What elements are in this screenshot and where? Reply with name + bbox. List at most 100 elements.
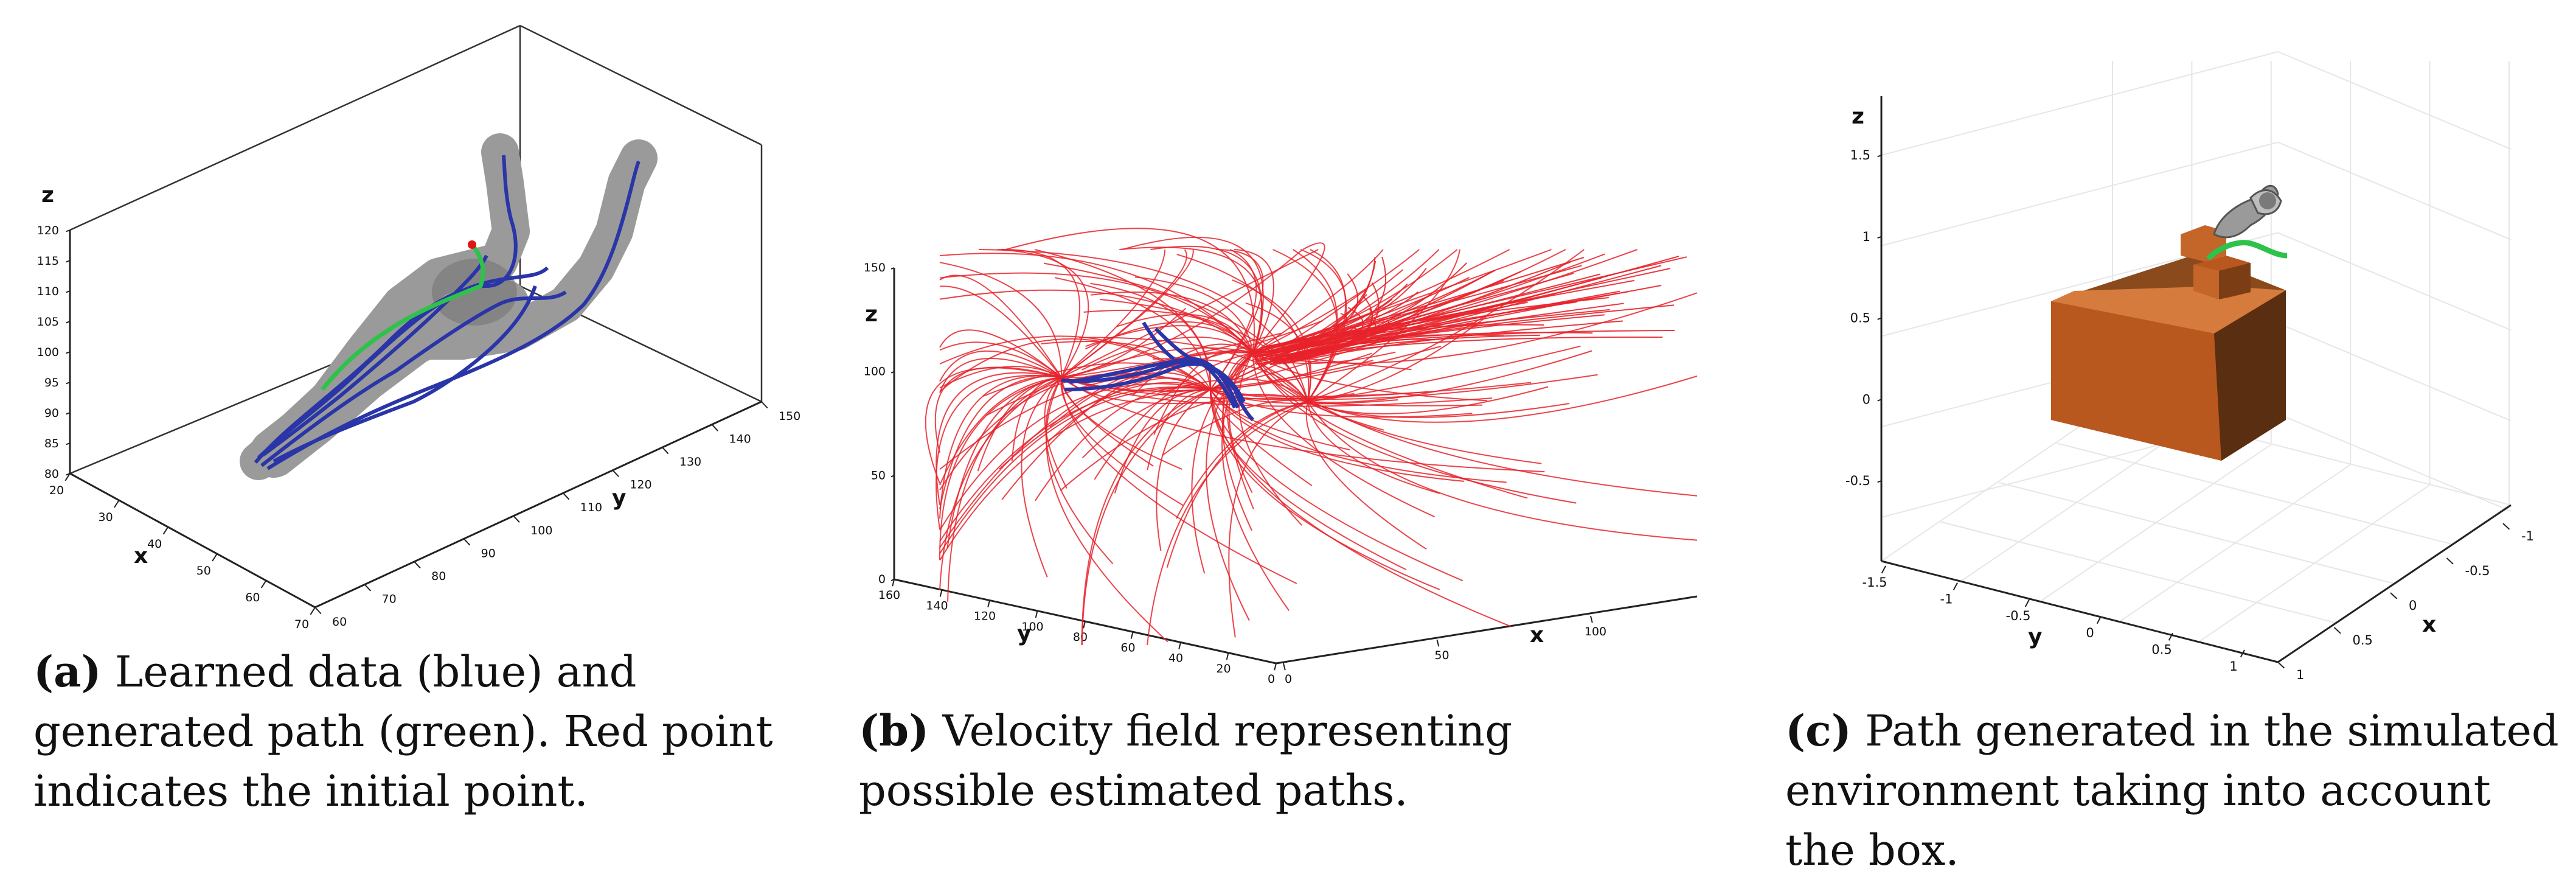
panel-c-axes xyxy=(1880,96,2512,663)
panel-b-streamline xyxy=(939,274,1062,378)
panel-b-learned-path xyxy=(1070,357,1240,409)
panel-b-streamline xyxy=(1176,253,1310,402)
panel-b-streamline xyxy=(1252,242,1325,354)
panel-b-streamline xyxy=(939,262,1063,378)
panel-b-y-tick-label: 140 xyxy=(926,599,948,612)
panel-a-x-tick-label: 20 xyxy=(49,484,64,497)
panel-a-z-tick-mark xyxy=(66,442,71,445)
panel-b-streamline xyxy=(1210,389,1463,582)
panel-a-y-label: y xyxy=(612,486,626,511)
panel-b-y-tick-label: 40 xyxy=(1168,652,1183,665)
panel-b-streamline xyxy=(1043,262,1308,402)
panel-a-z-tick-mark xyxy=(66,290,71,293)
panel-b-streamline xyxy=(939,352,1254,548)
panel-b-streamline xyxy=(1221,352,1290,611)
panel-c-grid-line xyxy=(2277,141,2512,240)
panel-c-z-tick-label: -0.5 xyxy=(1845,473,1870,488)
panel-a-z-label: z xyxy=(41,183,54,208)
panel-a-y-tick-label: 60 xyxy=(332,615,347,629)
panel-b-x-tick-label: 0 xyxy=(1285,672,1292,686)
panel-b-learned-path xyxy=(1142,321,1175,361)
panel-b-streamline xyxy=(1114,388,1211,494)
panel-b-streamline xyxy=(939,289,1254,354)
panel-a-initial-point xyxy=(468,240,476,249)
panel-b-x-label: x xyxy=(1530,623,1544,648)
panel-a-y-tick-mark xyxy=(463,538,471,546)
panel-b-streamline xyxy=(1260,302,1624,363)
panel-b-streamline xyxy=(1060,377,1184,506)
panel-c-z-tick-label: 1.5 xyxy=(1850,148,1870,162)
panel-a-y-tick-label: 150 xyxy=(779,410,800,423)
panel-b-streamline xyxy=(939,272,1254,354)
panel-a-y-tick-label: 130 xyxy=(679,455,701,469)
panel-b-streamline xyxy=(1150,245,1262,354)
panel-b-streamline xyxy=(1252,352,1698,497)
panel-b-streamline xyxy=(1061,249,1187,378)
panel-b-streamline xyxy=(939,377,1062,486)
panel-a-x-tick-mark xyxy=(162,526,169,535)
panel-c-grid-line xyxy=(1881,51,2279,156)
panel-a-y-tick-mark xyxy=(563,492,570,500)
panel-b-y-tick-label: 120 xyxy=(974,610,996,623)
panel-c-x-tick-mark xyxy=(2502,523,2510,530)
panel-a-x-tick-label: 30 xyxy=(99,511,113,524)
panel-b-z-tick-mark xyxy=(890,267,895,270)
caption-b-label: (b) xyxy=(859,705,929,756)
panel-b-streamline xyxy=(1035,386,1211,501)
panel-c-y-tick-label: -0.5 xyxy=(2006,609,2031,623)
panel-b-streamline xyxy=(939,375,1062,509)
panel-b-streamline xyxy=(1134,276,1254,354)
panel-c-grid-line xyxy=(1940,521,2336,624)
panel-b-y-ticks: 160 140 120 100 80 60 40 20 0 xyxy=(878,579,1277,686)
panel-c-grid-line xyxy=(2277,232,2512,331)
panel-a-y-tick-label: 90 xyxy=(481,547,496,560)
panel-a-y-tick-label: 70 xyxy=(382,592,397,606)
panel-b-streamline xyxy=(1210,389,1507,483)
panel-b-learned-paths xyxy=(1061,321,1255,422)
panel-c-y-tick-mark xyxy=(1881,565,1886,574)
panel-a-z-tick-mark xyxy=(66,321,71,324)
panel-b-streamline xyxy=(1252,352,1577,504)
panel-c-z-tick-label: 1 xyxy=(1863,229,1870,244)
panel-a-y-tick-label: 120 xyxy=(630,478,651,492)
panel-a-x-tick-mark xyxy=(260,580,267,588)
panel-b-streamline xyxy=(939,366,1062,389)
panel-b-streamline xyxy=(1061,249,1166,378)
panel-c-y-tick-mark xyxy=(2096,616,2102,624)
panel-b-y-tick-label: 100 xyxy=(1021,620,1043,634)
panel-a-y-tick-label: 80 xyxy=(431,570,446,583)
panel-a-z-tick-label: 105 xyxy=(37,315,59,329)
panel-b-streamline xyxy=(1290,262,1468,356)
panel-b-streamline xyxy=(939,375,1062,519)
panel-c-x-tick-mark xyxy=(2390,592,2398,599)
panel-b-streamline xyxy=(1061,332,1282,378)
panel-a-chart: 80 85 90 95 100 105 110 115 120 20 30 40 50 60 70 60 7… xyxy=(37,24,800,631)
panel-b-learned-path xyxy=(1061,360,1255,422)
caption-c-label: (c) xyxy=(1785,705,1852,756)
panel-b-streamline xyxy=(1255,314,1605,362)
panel-c-grid-line xyxy=(2057,442,2453,545)
panel-c-y-tick-label: -1.5 xyxy=(1863,575,1887,590)
panel-b-streamline xyxy=(1288,320,1623,364)
panel-c-y-tick-label: 0 xyxy=(2086,626,2094,640)
panel-b-streamline xyxy=(1147,401,1308,646)
panel-c-x-tick-mark xyxy=(2333,627,2341,634)
panel-b-streamline xyxy=(1234,249,1274,354)
panel-a-z-ticks: 80 85 90 95 100 105 110 115 120 xyxy=(37,224,71,481)
panel-b-streamline xyxy=(939,377,1062,590)
panel-a-y-tick-mark xyxy=(662,447,669,455)
panel-c-box-obstacle xyxy=(2051,225,2286,461)
panel-c-z-tick-mark xyxy=(1877,317,1882,320)
panel-a-z-tick-label: 90 xyxy=(44,407,59,420)
panel-b-streamline xyxy=(1081,389,1211,646)
panel-c-grid-line xyxy=(1999,482,2395,584)
panel-b-streamline xyxy=(1061,377,1297,584)
panel-c-x-ticks: 1 0.5 0 -0.5 -1 xyxy=(2277,523,2534,682)
panel-c-x-tick-label: 1 xyxy=(2296,668,2304,682)
panel-b-z-label: z xyxy=(865,302,878,327)
panel-a-y-tick-mark xyxy=(711,424,718,431)
panel-a-y-tick-label: 110 xyxy=(580,501,602,514)
panel-b-x-tick-mark xyxy=(1590,615,1593,623)
panel-b-velocity-field xyxy=(925,228,1698,646)
panel-b-streamline xyxy=(1291,295,1373,362)
